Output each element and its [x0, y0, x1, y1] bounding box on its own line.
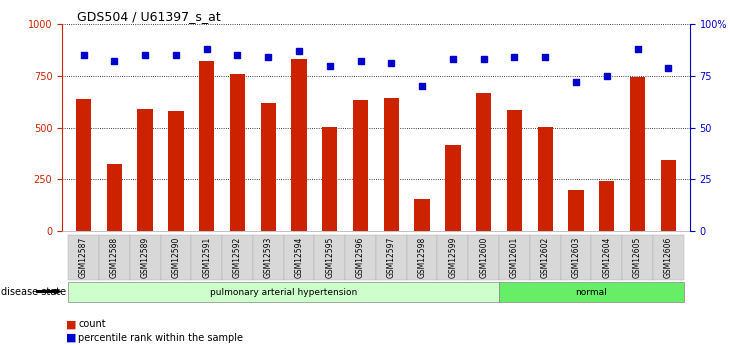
Bar — [284, 236, 315, 280]
Text: GSM12591: GSM12591 — [202, 237, 211, 278]
Text: GSM12601: GSM12601 — [510, 237, 519, 278]
Bar — [622, 236, 653, 280]
Text: GSM12587: GSM12587 — [79, 237, 88, 278]
Bar — [630, 77, 645, 231]
Text: normal: normal — [575, 287, 607, 296]
Bar — [407, 236, 437, 280]
Text: disease state: disease state — [1, 287, 66, 296]
Bar — [107, 164, 122, 231]
Bar — [568, 190, 584, 231]
Bar — [599, 181, 615, 231]
Bar — [230, 74, 245, 231]
Text: count: count — [78, 319, 106, 329]
Bar — [415, 199, 430, 231]
Text: GSM12605: GSM12605 — [633, 237, 642, 278]
Text: GSM12589: GSM12589 — [141, 237, 150, 278]
Bar — [384, 98, 399, 231]
Bar — [99, 236, 130, 280]
Bar — [191, 236, 222, 280]
Bar — [653, 236, 684, 280]
Bar — [468, 236, 499, 280]
Bar — [530, 236, 561, 280]
Bar — [68, 236, 99, 280]
Bar — [437, 236, 468, 280]
Bar — [499, 236, 530, 280]
Bar — [445, 145, 461, 231]
Bar — [76, 99, 91, 231]
Bar — [561, 236, 591, 280]
Text: GSM12596: GSM12596 — [356, 237, 365, 278]
Bar — [353, 100, 368, 231]
Bar — [130, 236, 161, 280]
Bar — [537, 127, 553, 231]
Bar — [222, 236, 253, 280]
Bar — [168, 111, 184, 231]
Bar — [376, 236, 407, 280]
Text: ■: ■ — [66, 333, 76, 343]
Text: pulmonary arterial hypertension: pulmonary arterial hypertension — [210, 287, 357, 296]
Text: GSM12594: GSM12594 — [294, 237, 304, 278]
Bar — [499, 282, 684, 302]
Text: GSM12595: GSM12595 — [326, 237, 334, 278]
Bar — [291, 59, 307, 231]
Bar — [253, 236, 284, 280]
Bar — [315, 236, 345, 280]
Bar — [199, 61, 215, 231]
Text: GSM12592: GSM12592 — [233, 237, 242, 278]
Text: GSM12593: GSM12593 — [264, 237, 273, 278]
Bar — [345, 236, 376, 280]
Text: GSM12602: GSM12602 — [541, 237, 550, 278]
Text: GSM12598: GSM12598 — [418, 237, 426, 278]
Text: GSM12597: GSM12597 — [387, 237, 396, 278]
Bar — [476, 93, 491, 231]
Text: GSM12600: GSM12600 — [479, 237, 488, 278]
Text: ■: ■ — [66, 319, 76, 329]
Bar — [161, 236, 191, 280]
Text: GDS504 / U61397_s_at: GDS504 / U61397_s_at — [77, 10, 220, 23]
Text: GSM12604: GSM12604 — [602, 237, 611, 278]
Bar — [261, 103, 276, 231]
Text: GSM12603: GSM12603 — [572, 237, 580, 278]
Bar — [507, 110, 522, 231]
Text: GSM12606: GSM12606 — [664, 237, 673, 278]
Bar — [322, 127, 337, 231]
Bar — [661, 160, 676, 231]
Text: GSM12590: GSM12590 — [172, 237, 180, 278]
Bar — [591, 236, 622, 280]
Text: GSM12599: GSM12599 — [448, 237, 458, 278]
Bar — [137, 109, 153, 231]
Text: percentile rank within the sample: percentile rank within the sample — [78, 333, 243, 343]
Text: GSM12588: GSM12588 — [110, 237, 119, 278]
Bar — [68, 282, 499, 302]
